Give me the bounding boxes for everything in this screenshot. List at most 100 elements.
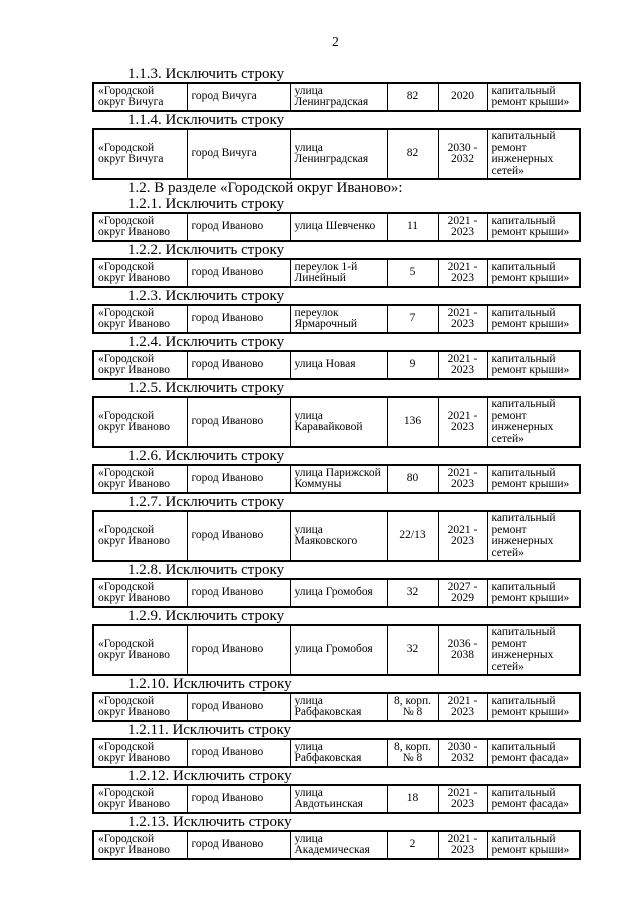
cell-work-type: капитальный ремонт инженерных сетей» — [486, 510, 581, 562]
cell-street: улица Громобоя — [289, 624, 388, 676]
cell-municipality: «Городской округ Иваново — [92, 258, 188, 288]
cell-settlement: город Иваново — [186, 396, 291, 448]
cell-years: 2036 - 2038 — [437, 624, 488, 676]
cell-years: 2021 - 2023 — [437, 464, 488, 494]
cell-work-type: капитальный ремонт крыши» — [486, 304, 581, 334]
excluded-row-table: «Городской округ Иваново город Иваново у… — [92, 624, 581, 676]
section: 1.2. В разделе «Городской округ Иваново»… — [92, 180, 579, 196]
cell-work-type: капитальный ремонт инженерных сетей» — [486, 128, 581, 180]
cell-house-number: 8, корп. № 8 — [386, 738, 439, 768]
cell-house-number: 82 — [386, 82, 439, 112]
section: 1.2.1. Исключить строку «Городской округ… — [92, 196, 581, 242]
excluded-row-table: «Городской округ Иваново город Иваново у… — [92, 510, 581, 562]
section: 1.2.12. Исключить строку «Городской окру… — [92, 768, 581, 814]
cell-work-type: капитальный ремонт крыши» — [486, 830, 581, 860]
section-heading: 1.2.8. Исключить строку — [128, 562, 285, 578]
section-heading: 1.2.3. Исключить строку — [128, 288, 285, 304]
cell-work-type: капитальный ремонт крыши» — [486, 350, 581, 380]
cell-years: 2020 — [437, 82, 488, 112]
cell-street: улица Рабфаковская — [289, 692, 388, 722]
excluded-row-table: «Городской округ Иваново город Иваново у… — [92, 578, 581, 608]
cell-street: улица Ленинградская — [289, 82, 388, 112]
section-heading: 1.2. В разделе «Городской округ Иваново»… — [128, 180, 403, 196]
cell-street: улица Новая — [289, 350, 388, 380]
cell-house-number: 80 — [386, 464, 439, 494]
cell-municipality: «Городской округ Вичуга — [92, 128, 188, 180]
cell-municipality: «Городской округ Иваново — [92, 464, 188, 494]
cell-work-type: капитальный ремонт фасада» — [486, 784, 581, 814]
table-row: «Городской округ Вичуга город Вичуга ули… — [92, 128, 581, 180]
cell-street: улица Ленинградская — [289, 128, 388, 180]
cell-municipality: «Городской округ Иваново — [92, 396, 188, 448]
cell-municipality: «Городской округ Иваново — [92, 304, 188, 334]
cell-house-number: 22/13 — [386, 510, 439, 562]
excluded-row-table: «Городской округ Иваново город Иваново п… — [92, 304, 581, 334]
cell-street: улица Парижской Коммуны — [289, 464, 388, 494]
cell-work-type: капитальный ремонт крыши» — [486, 692, 581, 722]
cell-street: улица Каравайковой — [289, 396, 388, 448]
table-row: «Городской округ Иваново город Иваново п… — [92, 258, 581, 288]
cell-years: 2021 - 2023 — [437, 784, 488, 814]
cell-years: 2021 - 2023 — [437, 396, 488, 448]
cell-work-type: капитальный ремонт фасада» — [486, 738, 581, 768]
section: 1.2.8. Исключить строку «Городской округ… — [92, 562, 581, 608]
cell-years: 2021 - 2023 — [437, 304, 488, 334]
section-heading: 1.2.2. Исключить строку — [128, 242, 285, 258]
section: 1.2.3. Исключить строку «Городской округ… — [92, 288, 581, 334]
section: 1.2.5. Исключить строку «Городской округ… — [92, 380, 581, 448]
cell-years: 2030 - 2032 — [437, 738, 488, 768]
cell-street: улица Рабфаковская — [289, 738, 388, 768]
cell-settlement: город Иваново — [186, 304, 291, 334]
excluded-row-table: «Городской округ Иваново город Иваново у… — [92, 464, 581, 494]
cell-settlement: город Иваново — [186, 510, 291, 562]
section: 1.2.7. Исключить строку «Городской округ… — [92, 494, 581, 562]
excluded-row-table: «Городской округ Иваново город Иваново п… — [92, 258, 581, 288]
cell-settlement: город Иваново — [186, 624, 291, 676]
cell-settlement: город Иваново — [186, 692, 291, 722]
section: 1.2.2. Исключить строку «Городской округ… — [92, 242, 581, 288]
cell-settlement: город Иваново — [186, 784, 291, 814]
excluded-row-table: «Городской округ Иваново город Иваново у… — [92, 692, 581, 722]
section: 1.2.10. Исключить строку «Городской окру… — [92, 676, 581, 722]
excluded-row-table: «Городской округ Иваново город Иваново у… — [92, 212, 581, 242]
section-heading: 1.2.7. Исключить строку — [128, 494, 285, 510]
section-heading: 1.2.9. Исключить строку — [128, 608, 285, 624]
cell-street: переулок Ярмарочный — [289, 304, 388, 334]
section: 1.2.9. Исключить строку «Городской округ… — [92, 608, 581, 676]
excluded-row-table: «Городской округ Вичуга город Вичуга ули… — [92, 128, 581, 180]
table-row: «Городской округ Иваново город Иваново у… — [92, 830, 581, 860]
section-heading: 1.2.4. Исключить строку — [128, 334, 285, 350]
section-heading: 1.1.4. Исключить строку — [128, 112, 285, 128]
excluded-row-table: «Городской округ Вичуга город Вичуга ули… — [92, 82, 581, 112]
cell-municipality: «Городской округ Иваново — [92, 212, 188, 242]
cell-house-number: 2 — [386, 830, 439, 860]
section-heading: 1.2.1. Исключить строку — [128, 196, 285, 212]
cell-settlement: город Иваново — [186, 578, 291, 608]
cell-settlement: город Иваново — [186, 350, 291, 380]
section: 1.2.4. Исключить строку «Городской округ… — [92, 334, 581, 380]
excluded-row-table: «Городской округ Иваново город Иваново у… — [92, 350, 581, 380]
section: 1.2.13. Исключить строку «Городской окру… — [92, 814, 581, 860]
document-content: 1.1.3. Исключить строку «Городской округ… — [92, 66, 581, 860]
cell-work-type: капитальный ремонт крыши» — [486, 258, 581, 288]
cell-settlement: город Иваново — [186, 464, 291, 494]
table-row: «Городской округ Вичуга город Вичуга ули… — [92, 82, 581, 112]
excluded-row-table: «Городской округ Иваново город Иваново у… — [92, 396, 581, 448]
cell-municipality: «Городской округ Иваново — [92, 738, 188, 768]
section: 1.1.3. Исключить строку «Городской округ… — [92, 66, 581, 112]
section-heading: 1.2.5. Исключить строку — [128, 380, 285, 396]
cell-municipality: «Городской округ Иваново — [92, 510, 188, 562]
table-row: «Городской округ Иваново город Иваново у… — [92, 692, 581, 722]
cell-work-type: капитальный ремонт инженерных сетей» — [486, 396, 581, 448]
cell-settlement: город Вичуга — [186, 128, 291, 180]
table-row: «Городской округ Иваново город Иваново у… — [92, 784, 581, 814]
excluded-row-table: «Городской округ Иваново город Иваново у… — [92, 830, 581, 860]
cell-years: 2021 - 2023 — [437, 830, 488, 860]
cell-settlement: город Иваново — [186, 258, 291, 288]
section: 1.2.6. Исключить строку «Городской округ… — [92, 448, 581, 494]
cell-street: улица Авдотьинская — [289, 784, 388, 814]
cell-years: 2021 - 2023 — [437, 692, 488, 722]
cell-years: 2021 - 2023 — [437, 350, 488, 380]
table-row: «Городской округ Иваново город Иваново п… — [92, 304, 581, 334]
